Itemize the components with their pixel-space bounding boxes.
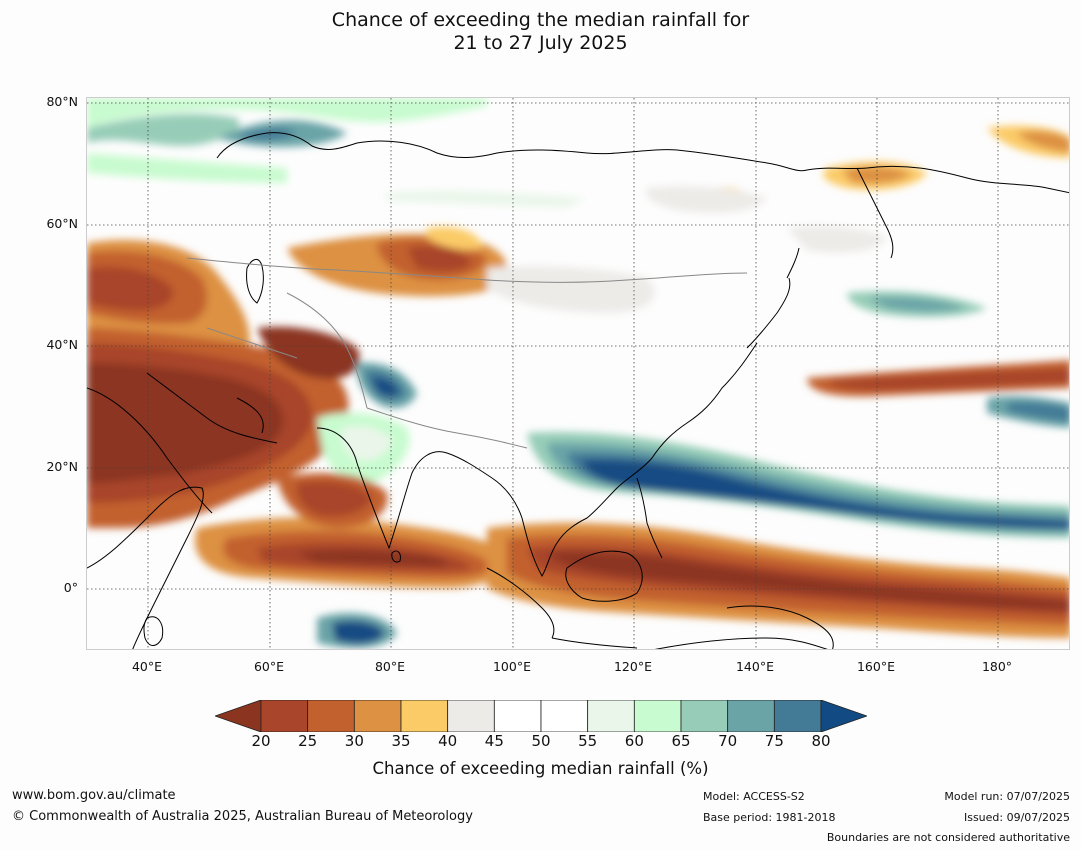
lon-label-160e: 160°E — [856, 659, 895, 674]
colorbar-tick-label: 30 — [344, 732, 364, 750]
colorbar-tick-label: 25 — [298, 732, 318, 750]
colorbar-segment — [587, 700, 635, 732]
lat-label-80n: 80°N — [46, 94, 78, 109]
lon-label-140e: 140°E — [735, 659, 774, 674]
colorbar-segment — [680, 700, 729, 732]
base-period: Base period: 1981-2018 — [703, 811, 836, 824]
colorbar-tick-label: 55 — [578, 732, 598, 750]
lon-label-80e: 80°E — [374, 659, 406, 674]
map-title: Chance of exceeding the median rainfall … — [0, 9, 1081, 55]
colorbar-segment — [773, 700, 822, 732]
model-name: Model: ACCESS-S2 — [703, 790, 805, 803]
colorbar-tick-label: 45 — [484, 732, 504, 750]
rainfall-map — [86, 97, 1070, 650]
lon-label-40e: 40°E — [131, 659, 163, 674]
colorbar-segment — [540, 700, 589, 732]
colorbar-tick-label: 20 — [251, 732, 271, 750]
colorbar-tick-label: 60 — [624, 732, 644, 750]
colorbar-segment — [260, 700, 309, 732]
colorbar-segment — [400, 700, 449, 732]
colorbar-extend-low — [215, 700, 262, 732]
boundaries-note: Boundaries are not considered authoritat… — [826, 831, 1070, 844]
lat-label-0: 0° — [63, 580, 78, 595]
lon-label-120e: 120°E — [613, 659, 652, 674]
colorbar-tick-label: 65 — [671, 732, 691, 750]
colorbar-segment — [353, 700, 402, 732]
colorbar-segment — [307, 700, 355, 732]
model-run-date: Model run: 07/07/2025 — [944, 790, 1070, 803]
colorbar-tick-label: 75 — [764, 732, 784, 750]
title-line-1: Chance of exceeding the median rainfall … — [331, 9, 750, 31]
colorbar-tick-label: 40 — [438, 732, 458, 750]
website-link[interactable]: www.bom.gov.au/climate — [12, 788, 176, 803]
colorbar-tick-label: 70 — [718, 732, 738, 750]
colorbar-segment — [633, 700, 682, 732]
colorbar-segment — [727, 700, 775, 732]
colorbar — [215, 700, 867, 732]
lat-label-60n: 60°N — [46, 216, 78, 231]
colorbar-tick-label: 35 — [391, 732, 411, 750]
colorbar-extend-high — [820, 700, 867, 732]
colorbar-tick-label: 80 — [811, 732, 831, 750]
colorbar-segment — [447, 700, 495, 732]
lon-label-60e: 60°E — [253, 659, 285, 674]
lon-label-180: 180° — [981, 659, 1013, 674]
title-line-2: 21 to 27 July 2025 — [453, 32, 628, 54]
colorbar-tick-label: 50 — [531, 732, 551, 750]
colorbar-segment — [493, 700, 542, 732]
issued-date: Issued: 09/07/2025 — [963, 811, 1070, 824]
lat-label-20n: 20°N — [46, 459, 78, 474]
lon-label-100e: 100°E — [492, 659, 531, 674]
copyright-text: © Commonwealth of Australia 2025, Austra… — [12, 809, 473, 824]
colorbar-title: Chance of exceeding median rainfall (%) — [372, 759, 709, 778]
lat-label-40n: 40°N — [46, 337, 78, 352]
